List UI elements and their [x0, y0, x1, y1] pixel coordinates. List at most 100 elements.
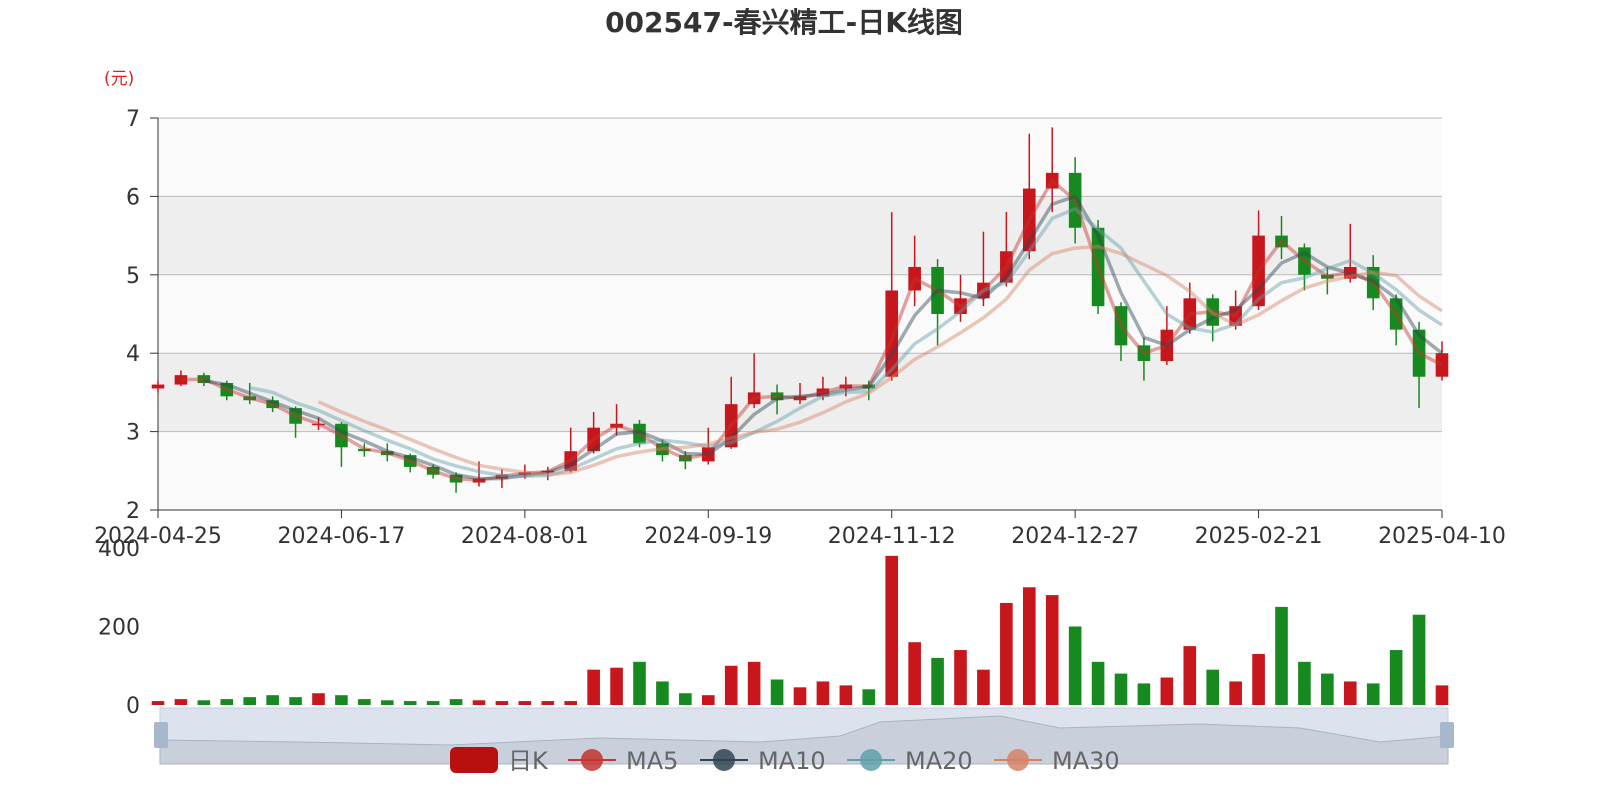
- candle-body: [816, 388, 830, 397]
- candle-body: [1137, 345, 1151, 362]
- volume-bar: [495, 701, 509, 705]
- volume-bar: [403, 701, 417, 705]
- ma-line: [203, 194, 1444, 481]
- candle-body: [839, 384, 853, 389]
- x-tick-label: 2024-04-25: [94, 524, 222, 549]
- volume-bar: [335, 695, 348, 705]
- volume-bar: [1321, 673, 1334, 705]
- candle-body: [1045, 172, 1059, 189]
- volume-bar: [289, 697, 302, 705]
- volume-bar: [358, 699, 371, 705]
- volume-bar: [656, 681, 669, 705]
- candle-body: [266, 400, 279, 409]
- volume-bar: [449, 699, 463, 705]
- legend-icon: [581, 749, 603, 771]
- candle-body: [1022, 188, 1036, 252]
- candle-body: [724, 404, 738, 448]
- split-areas: [158, 118, 1442, 510]
- x-tick-label: 2024-06-17: [277, 524, 405, 549]
- volume-bar: [1091, 661, 1105, 705]
- candle-body: [289, 408, 302, 424]
- volume-bar: [380, 700, 394, 705]
- volume-bar: [151, 701, 165, 705]
- volume-bar: [174, 699, 188, 705]
- candle-body: [1229, 306, 1242, 326]
- legend: 日K MA5 MA10 MA20 MA30: [450, 747, 1120, 775]
- candle-body: [656, 443, 669, 456]
- unit-label: (元): [104, 69, 134, 89]
- legend-icon: [1007, 749, 1029, 771]
- volume-bar: [954, 650, 967, 705]
- volume-bar: [1183, 646, 1197, 705]
- legend-label: MA5: [626, 747, 678, 775]
- candle-body: [518, 472, 532, 475]
- candle-body: [1412, 329, 1426, 377]
- volume-bar: [1343, 681, 1357, 705]
- candle-body: [1000, 251, 1013, 283]
- candle-body: [770, 392, 784, 401]
- volume-bar: [633, 661, 646, 705]
- legend-icon: [450, 747, 498, 773]
- volume-tick-label: 400: [98, 537, 140, 562]
- candle-body: [1389, 298, 1403, 330]
- zoom-handle-left[interactable]: [154, 722, 168, 748]
- candle-body: [1206, 298, 1220, 326]
- volume-bar: [197, 700, 211, 705]
- candle-body: [426, 466, 440, 475]
- volume-bar: [908, 642, 921, 705]
- y-tick-label: 5: [126, 264, 140, 289]
- candle-body: [977, 282, 990, 299]
- volume-bar: [518, 701, 532, 705]
- volume-bar: [1252, 653, 1265, 705]
- split-area: [158, 118, 1442, 197]
- volume-bar: [977, 669, 990, 705]
- zoom-handle-right[interactable]: [1440, 722, 1454, 748]
- volume-bar: [931, 657, 944, 705]
- candle-body: [243, 396, 257, 401]
- candle-body: [1068, 172, 1082, 228]
- candle-body: [931, 266, 944, 314]
- candle-body: [954, 298, 967, 314]
- candle-body: [610, 423, 623, 428]
- volume-bar: [1137, 683, 1151, 705]
- split-area: [158, 431, 1442, 510]
- volume-bar: [1275, 606, 1288, 705]
- ma-line: [180, 178, 1443, 482]
- x-tick-label: 2025-04-10: [1378, 524, 1506, 549]
- y-tick-label: 7: [126, 107, 140, 132]
- candle-body: [1366, 266, 1380, 299]
- volume-bar: [816, 681, 830, 705]
- chart-title: 002547-春兴精工-日K线图: [605, 6, 963, 39]
- x-tick-label: 2025-02-21: [1195, 524, 1323, 549]
- split-area: [158, 274, 1442, 354]
- candle-body: [312, 423, 325, 426]
- volume-bar: [1435, 685, 1449, 705]
- y-tick-label: 4: [126, 342, 140, 367]
- y-tick-label: 2: [126, 499, 140, 524]
- candle-body: [862, 384, 876, 389]
- split-area: [158, 196, 1442, 275]
- volume-bar: [243, 697, 257, 705]
- volume-bar: [1298, 661, 1311, 705]
- volume-bar: [266, 695, 279, 705]
- volume-bar: [220, 699, 234, 705]
- candle-body: [472, 478, 486, 483]
- volume-bar: [564, 701, 578, 705]
- candle-body: [1275, 235, 1288, 248]
- volume-bar: [587, 669, 600, 705]
- ma-line: [249, 207, 1443, 479]
- volume-bar: [312, 693, 325, 705]
- volume-bar: [1412, 614, 1426, 705]
- ma-line: [317, 244, 1443, 477]
- candle-body: [380, 451, 394, 456]
- legend-label: MA20: [905, 747, 973, 775]
- y-tick-label: 3: [126, 421, 140, 446]
- y-tick-label: 6: [126, 185, 140, 210]
- candle-body: [220, 382, 234, 397]
- volume-bar: [1068, 626, 1082, 705]
- volume-bar: [1114, 673, 1128, 705]
- volume-tick-label: 0: [126, 694, 140, 719]
- legend-label: MA30: [1052, 747, 1120, 775]
- legend-label: 日K: [508, 747, 549, 775]
